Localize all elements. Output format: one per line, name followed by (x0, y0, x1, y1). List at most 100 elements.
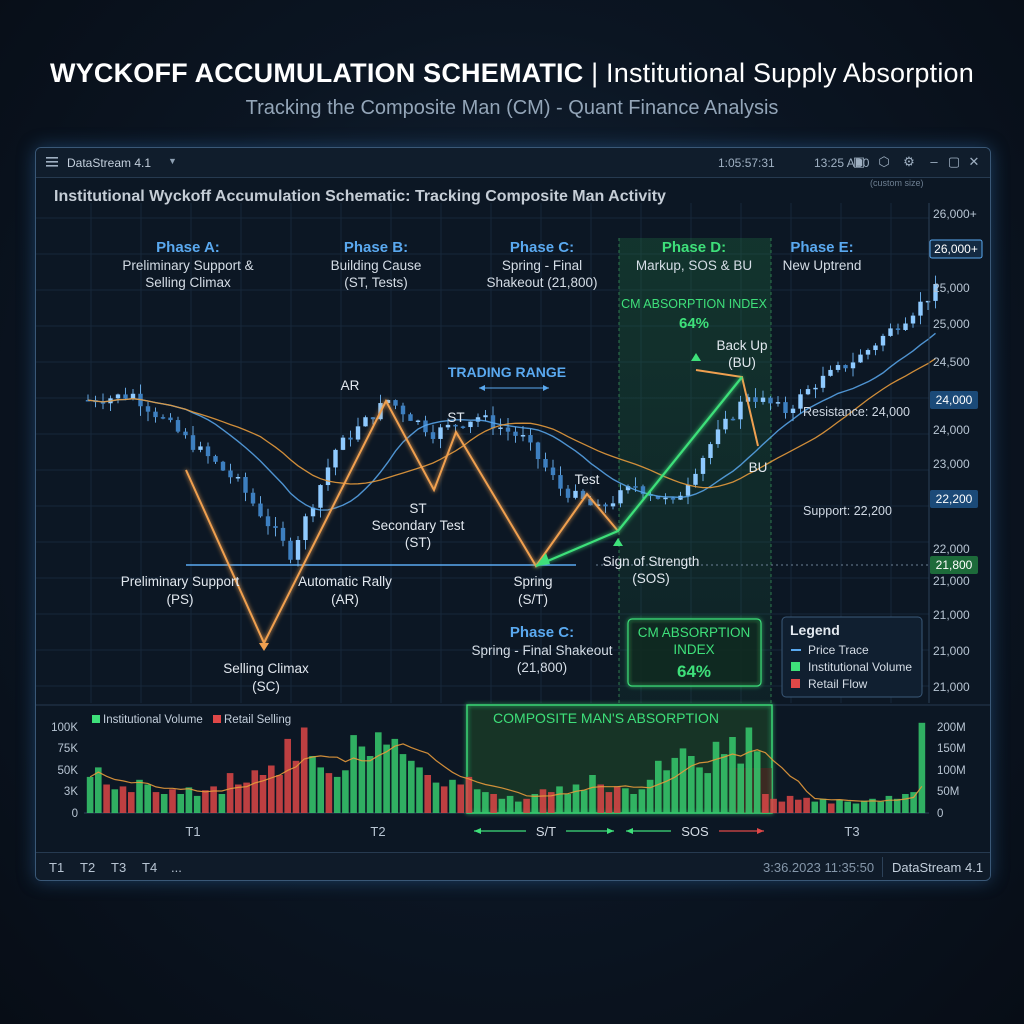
volume-bar (482, 792, 489, 813)
st-top-label: ST (447, 410, 464, 425)
candle-body (790, 408, 796, 413)
close-icon[interactable]: ✕ (968, 154, 980, 169)
candle-body (393, 400, 398, 406)
price-badge-top (929, 239, 983, 259)
volume-bar (193, 795, 201, 813)
volume-bar (408, 760, 415, 814)
volume-bar (449, 779, 456, 814)
volume-bar (893, 798, 901, 814)
candle-body (888, 328, 893, 336)
candle-body (798, 394, 803, 409)
volume-bar (795, 799, 802, 813)
status-tab-t1[interactable]: T1 (49, 860, 65, 875)
candle-body (730, 418, 736, 421)
st-mid-label: ST (409, 501, 426, 516)
volume-left-tick: 50K (58, 765, 79, 777)
volume-bar (185, 787, 193, 813)
backup-top-abbr: (BU) (728, 355, 756, 370)
candle-body (460, 426, 466, 428)
candle-body (850, 362, 856, 369)
wyckoff-structure-path (185, 398, 619, 646)
custom-size-label: (custom size) (870, 178, 924, 188)
volume-bar (416, 767, 423, 813)
candle-body (243, 476, 248, 493)
status-separator (882, 857, 883, 877)
volume-bar (383, 744, 390, 813)
candle-body (760, 397, 766, 402)
window-icon[interactable]: ▣ (852, 154, 866, 169)
volume-bar (333, 776, 341, 813)
phase-d-title: Phase D: (662, 239, 726, 256)
volume-bar (325, 773, 333, 813)
hamburger-menu-icon[interactable] (46, 157, 58, 167)
candle-body (925, 300, 931, 303)
app-name[interactable]: DataStream 4.1 (67, 156, 152, 170)
preliminary-support-abbr: (PS) (167, 592, 194, 607)
candle-body (220, 461, 226, 471)
candle-body (250, 492, 256, 504)
candle-body (318, 485, 323, 508)
candle-body (453, 424, 458, 427)
volume-bar (136, 779, 143, 814)
candle-body (723, 418, 728, 430)
volume-bar (597, 784, 604, 813)
candle-body (213, 456, 218, 462)
price-tick: 21,000 (933, 680, 970, 694)
candle-body (865, 350, 871, 355)
legend-box (781, 616, 923, 698)
automatic-rally-abbr: (AR) (331, 592, 359, 607)
volume-bar (160, 794, 168, 813)
candle-body (490, 415, 496, 429)
phase-e-title: Phase E: (790, 239, 853, 256)
volume-bar (762, 794, 769, 813)
volume-bar (292, 760, 300, 814)
candle-body (235, 476, 241, 479)
x-label-sos: SOS (681, 824, 709, 839)
volume-bar (259, 775, 267, 813)
candle-body (700, 457, 706, 474)
price-tick: 24,000 (933, 423, 970, 437)
legend-inst-label: Institutional Volume (808, 660, 912, 674)
selling-climax-abbr: (SC) (252, 679, 280, 694)
status-tab-t4[interactable]: T4 (142, 860, 158, 875)
volume-bar (646, 779, 654, 814)
ar-top-label: AR (341, 378, 360, 393)
chevron-down-icon[interactable]: ▼ (168, 156, 177, 166)
price-badge-support-label: 22,200 (936, 492, 973, 506)
legend-inst-swatch (791, 662, 800, 671)
volume-bar (235, 784, 242, 813)
maximize-icon[interactable]: ▢ (947, 154, 961, 169)
price-tick: 21,000 (933, 574, 970, 588)
candle-body (265, 516, 271, 527)
candle-body (535, 442, 541, 460)
minimize-icon[interactable]: – (930, 154, 938, 169)
status-tab-more[interactable]: ... (171, 860, 182, 875)
markup-arrow-path (535, 376, 743, 568)
price-tick: 24,500 (933, 355, 970, 369)
status-tab-t2[interactable]: T2 (80, 860, 96, 875)
status-tab-t3[interactable]: T3 (111, 860, 127, 875)
secondary-test-abbr: (ST) (405, 535, 431, 550)
candle-body (640, 486, 646, 495)
volume-bar (828, 803, 835, 813)
selling-climax-marker (259, 643, 269, 651)
candle-body (430, 432, 436, 439)
volume-bar (844, 801, 851, 813)
phase-a-title: Phase A: (156, 239, 220, 256)
phase-c-lower-desc1: Spring - Final Shakeout (471, 643, 612, 658)
candle-body (273, 526, 278, 528)
candle-body (130, 393, 136, 399)
volume-bar (251, 770, 259, 814)
spring-abbr: (S/T) (518, 592, 548, 607)
volume-bar (910, 792, 917, 813)
volume-bar (523, 798, 530, 814)
trading-range-label: TRADING RANGE (448, 364, 566, 380)
volume-bar (243, 782, 250, 813)
gear-icon[interactable]: ⚙ (903, 154, 915, 169)
candle-body (348, 437, 353, 440)
price-tick: 25,000 (933, 317, 970, 331)
volume-bar (457, 784, 464, 813)
settings-cube-icon[interactable]: ⬡ (878, 154, 890, 169)
candle-body (415, 420, 421, 422)
volume-bar (860, 800, 868, 813)
